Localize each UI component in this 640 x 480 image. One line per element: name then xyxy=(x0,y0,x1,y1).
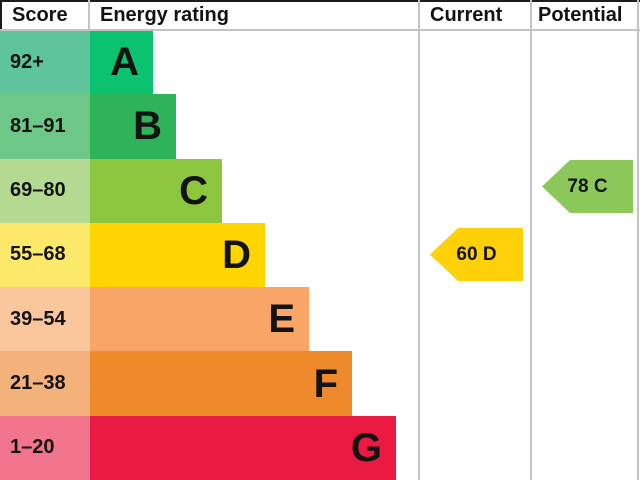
score-range-b: 81–91 xyxy=(0,94,90,159)
score-range-g: 1–20 xyxy=(0,415,90,480)
rating-bar-e: E xyxy=(90,287,309,352)
band-letter-g: G xyxy=(350,425,382,470)
rating-bar-b: B xyxy=(90,94,176,159)
rating-bar-g: G xyxy=(90,415,396,480)
header-underline xyxy=(0,29,640,31)
rating-bar-d: D xyxy=(90,222,265,288)
rating-bar-c: C xyxy=(90,158,222,223)
score-range-f: 21–38 xyxy=(0,351,90,416)
header-left-border xyxy=(0,0,2,30)
right-edge-divider xyxy=(637,0,639,480)
band-row-c: 69–80 C xyxy=(0,158,418,223)
band-letter-a: A xyxy=(110,40,139,85)
potential-column-divider xyxy=(530,0,532,480)
score-column-divider xyxy=(88,0,90,30)
column-header-energy-rating: Energy rating xyxy=(100,3,229,26)
column-header-potential: Potential xyxy=(538,3,623,26)
band-row-f: 21–38 F xyxy=(0,351,418,416)
rating-bands: 92+ A 81–91 B 69–80 C 55–68 D 39–54 E 21… xyxy=(0,30,418,480)
score-range-d: 55–68 xyxy=(0,222,90,288)
band-letter-e: E xyxy=(268,297,295,342)
band-row-g: 1–20 G xyxy=(0,415,418,480)
band-row-b: 81–91 B xyxy=(0,94,418,159)
current-rating-label: 60 D xyxy=(456,243,497,265)
potential-rating-label: 78 C xyxy=(567,175,608,197)
potential-rating-marker: 78 C xyxy=(542,160,633,213)
band-letter-b: B xyxy=(133,104,162,149)
band-letter-f: F xyxy=(313,361,338,406)
current-column-divider xyxy=(418,0,420,480)
left-arrow-shape-icon xyxy=(430,228,523,281)
rating-bar-f: F xyxy=(90,351,352,416)
column-header-score: Score xyxy=(12,3,68,26)
current-rating-marker: 60 D xyxy=(430,228,523,281)
header-top-border xyxy=(0,0,640,2)
rating-bar-a: A xyxy=(90,30,153,95)
column-header-current: Current xyxy=(430,3,503,26)
band-row-e: 39–54 E xyxy=(0,287,418,352)
band-row-d: 55–68 D xyxy=(0,222,418,288)
band-letter-c: C xyxy=(179,168,208,213)
score-range-c: 69–80 xyxy=(0,158,90,223)
band-row-a: 92+ A xyxy=(0,30,418,95)
band-letter-d: D xyxy=(222,232,251,277)
left-arrow-shape-icon xyxy=(542,160,633,213)
score-range-e: 39–54 xyxy=(0,287,90,352)
score-range-a: 92+ xyxy=(0,30,90,95)
